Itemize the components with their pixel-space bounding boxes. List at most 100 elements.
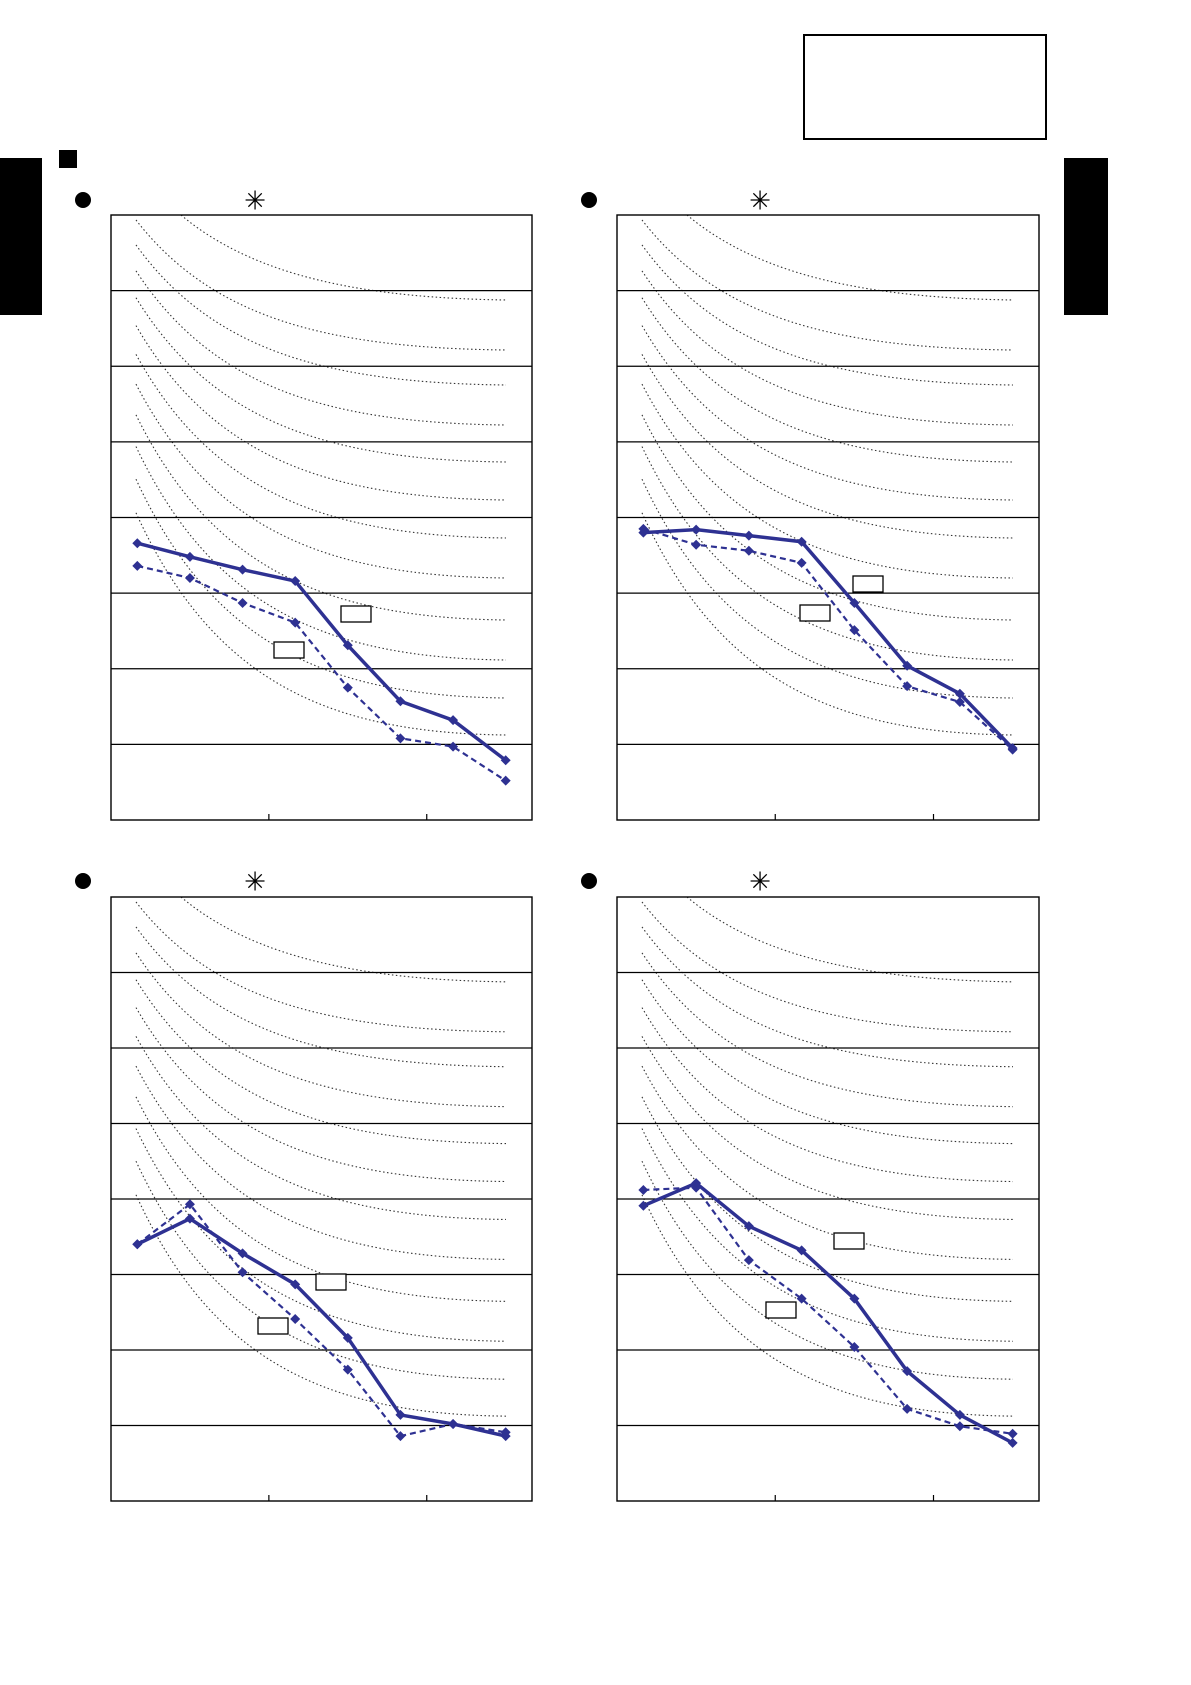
data-point: [954, 688, 965, 699]
data-point: [448, 1418, 459, 1429]
side-tab-left: [0, 158, 42, 315]
series-tag: [799, 604, 831, 622]
reference-curve: [135, 512, 507, 736]
series-tag: [765, 1301, 797, 1319]
reference-curve: [641, 446, 1014, 661]
data-point: [849, 1341, 860, 1352]
chart-bullet: [581, 192, 597, 208]
reference-curve: [641, 325, 1014, 501]
data-point: [849, 597, 860, 608]
data-point: [796, 1293, 807, 1304]
reference-curve: [686, 214, 1014, 301]
data-point: [395, 1431, 406, 1442]
data-point: [743, 1221, 754, 1232]
data-point: [954, 697, 965, 708]
data-point: [691, 524, 702, 535]
data-point: [691, 539, 702, 550]
data-point: [500, 1427, 511, 1438]
reference-curve: [135, 325, 507, 501]
series-line: [136, 541, 507, 762]
reference-curve: [641, 270, 1014, 426]
data-point: [796, 557, 807, 568]
reference-curve: [641, 926, 1014, 1068]
data-point: [132, 538, 143, 549]
reference-curve: [135, 219, 507, 351]
data-point: [342, 1364, 353, 1375]
data-point: [902, 660, 913, 671]
reference-curve: [135, 901, 507, 1033]
data-point: [954, 1409, 965, 1420]
data-point: [638, 1184, 649, 1195]
header-box: [803, 34, 1047, 140]
data-point: [342, 1332, 353, 1343]
data-point: [395, 733, 406, 744]
reference-curve: [641, 478, 1014, 699]
series-tag: [833, 1232, 865, 1250]
reference-curve: [135, 354, 507, 539]
reference-curve: [641, 979, 1014, 1145]
plot-frame: [110, 896, 533, 1502]
reference-curve: [641, 1036, 1014, 1221]
reference-curve: [641, 297, 1014, 463]
reference-curve: [641, 1007, 1014, 1183]
data-point: [743, 1255, 754, 1266]
series-tag: [273, 641, 305, 659]
series-line: [642, 1181, 1014, 1445]
reference-curve: [641, 1194, 1014, 1417]
data-point: [237, 1248, 248, 1259]
reference-curve: [135, 1194, 507, 1417]
data-point: [342, 640, 353, 651]
reference-curve: [641, 1096, 1014, 1302]
reference-curve: [135, 952, 507, 1108]
data-point: [132, 1239, 143, 1250]
series-line: [136, 1216, 507, 1438]
data-point: [395, 696, 406, 707]
data-point: [849, 1293, 860, 1304]
plot-frame: [110, 214, 533, 821]
data-point: [691, 1182, 702, 1193]
data-point: [290, 1314, 301, 1325]
data-point: [500, 775, 511, 786]
reference-curve: [135, 1036, 507, 1221]
reference-curve: [135, 1160, 507, 1380]
data-point: [638, 1200, 649, 1211]
reference-curve: [135, 270, 507, 426]
data-point: [500, 755, 511, 766]
reference-curve: [641, 414, 1014, 621]
data-point: [1007, 744, 1018, 755]
reference-curve: [641, 1128, 1014, 1342]
data-point: [237, 1267, 248, 1278]
section-marker: [59, 150, 77, 168]
series-tag: [852, 575, 884, 593]
reference-curve: [135, 1065, 507, 1260]
data-point: [132, 560, 143, 571]
data-point: [849, 625, 860, 636]
reference-curve: [135, 1007, 507, 1183]
data-point: [1007, 1437, 1018, 1448]
chart-bullet: [581, 873, 597, 889]
chart-title: ✳: [244, 187, 266, 217]
data-point: [1007, 1428, 1018, 1439]
chart-bullet: [75, 873, 91, 889]
data-point: [448, 741, 459, 752]
data-point: [902, 1366, 913, 1377]
reference-curve: [135, 383, 507, 579]
series-tag: [340, 605, 372, 623]
series-line: [643, 527, 1014, 750]
reference-curve: [641, 901, 1014, 1033]
reference-curve: [641, 1160, 1014, 1380]
chart-title: ✳: [749, 187, 771, 217]
reference-curve: [180, 214, 507, 301]
chart-bullet: [75, 192, 91, 208]
reference-curve: [135, 478, 507, 699]
data-point: [902, 1403, 913, 1414]
data-point: [237, 597, 248, 608]
series-tag: [257, 1317, 289, 1335]
data-point: [395, 1409, 406, 1420]
chart-title: ✳: [749, 868, 771, 898]
reference-curve: [641, 219, 1014, 351]
chart-title: ✳: [244, 868, 266, 898]
reference-curve: [135, 1128, 507, 1342]
